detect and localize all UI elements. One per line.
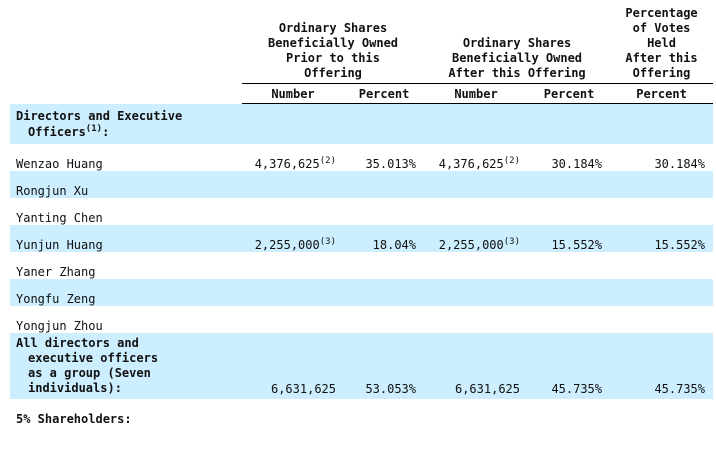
footnote-ref: (2) xyxy=(503,155,521,166)
row-percent-votes: 30.184% xyxy=(654,156,706,171)
header-prior-offering: Ordinary Shares Beneficially Owned Prior… xyxy=(242,0,425,84)
row-name: Yunjun Huang xyxy=(16,237,103,252)
subheader-percent-prior: Percent xyxy=(344,83,425,104)
table-row: Yongjun Zhou xyxy=(10,306,713,333)
footnote-1: (1) xyxy=(85,123,103,134)
row-number-after: 4,376,625(2) xyxy=(424,144,528,171)
header-prior-line-4: Offering xyxy=(304,66,362,80)
table-row: Rongjun Xu xyxy=(10,170,714,198)
header-prior-line-1: Ordinary Shares xyxy=(278,21,388,35)
footnote-ref: (3) xyxy=(503,236,521,247)
subheader-number-after: Number xyxy=(424,83,529,104)
group-total-row: All directors and executive officers as … xyxy=(10,332,714,399)
row-name: Rongjun Xu xyxy=(16,183,89,198)
table-row: Yunjun Huang 2,255,000(3) 18.04% 2,255,0… xyxy=(10,224,714,252)
header-votes-line-4: After this xyxy=(625,51,698,65)
row-number-after-value: 4,376,625 xyxy=(438,156,504,171)
section-shareholders-row: 5% Shareholders: xyxy=(10,399,713,426)
header-votes-line-2: of Votes xyxy=(632,21,691,35)
section-directors-label: Directors and Executive Officers(1): xyxy=(10,104,242,144)
header-after-line-2: Beneficially Owned xyxy=(451,51,583,65)
header-votes-line-3: Held xyxy=(647,36,676,50)
header-blank xyxy=(10,0,242,84)
group-number-after: 6,631,625 xyxy=(454,381,521,396)
section-directors-colon: : xyxy=(102,124,110,139)
row-name: Yongfu Zeng xyxy=(16,291,96,306)
row-name: Yaner Zhang xyxy=(16,264,96,279)
subheader-blank xyxy=(10,84,242,104)
group-total-label: All directors and executive officers as … xyxy=(10,333,242,399)
subheader-number-prior: Number xyxy=(242,83,344,104)
row-name: Yongjun Zhou xyxy=(16,318,103,333)
group-percent-votes: 45.735% xyxy=(654,381,706,396)
row-number-prior-value: 2,255,000 xyxy=(254,237,320,252)
group-line-1: All directors and xyxy=(16,335,139,350)
table-row: Wenzao Huang 4,376,625(2) 35.013% 4,376,… xyxy=(10,144,713,171)
group-line-4: individuals): xyxy=(28,380,122,395)
row-percent-after: 30.184% xyxy=(551,156,603,171)
table-row: Yanting Chen xyxy=(10,198,713,225)
section-directors-line-2: Officers(1): xyxy=(16,124,240,140)
group-line-3: as a group (Seven xyxy=(28,365,151,380)
section-directors-row: Directors and Executive Officers(1): xyxy=(10,103,714,144)
group-line-2: executive officers xyxy=(28,350,159,365)
row-name: Wenzao Huang xyxy=(16,156,103,171)
section-directors-officers: Officers xyxy=(28,124,86,139)
footnote-ref: (3) xyxy=(319,236,336,247)
header-prior-line-2: Beneficially Owned xyxy=(267,36,399,50)
header-votes: Percentage of Votes Held After this Offe… xyxy=(610,0,714,84)
row-percent-prior: 35.013% xyxy=(365,156,417,171)
header-votes-line-1: Percentage xyxy=(625,6,698,20)
row-percent-after: 15.552% xyxy=(551,237,603,252)
header-after-line-1: Ordinary Shares xyxy=(462,36,572,50)
section-directors-line-1: Directors and Executive xyxy=(16,108,183,123)
footnote-ref: (2) xyxy=(319,155,336,166)
beneficial-ownership-table: Ordinary Shares Beneficially Owned Prior… xyxy=(10,0,714,426)
row-percent-votes: 15.552% xyxy=(654,237,706,252)
row-percent-prior: 18.04% xyxy=(372,237,417,252)
subheader-percent-votes: Percent xyxy=(610,83,714,104)
table-row: Yaner Zhang xyxy=(10,252,713,279)
group-percent-prior: 53.053% xyxy=(365,381,417,396)
group-number-prior: 6,631,625 xyxy=(270,381,336,396)
header-after-line-3: After this Offering xyxy=(448,66,586,80)
group-percent-after: 45.735% xyxy=(551,381,603,396)
row-number-after: 2,255,000(3) xyxy=(424,225,528,252)
table-row: Yongfu Zeng xyxy=(10,278,714,306)
header-votes-line-5: Offering xyxy=(632,66,691,80)
section-shareholders-label: 5% Shareholders: xyxy=(16,411,132,426)
row-name: Yanting Chen xyxy=(16,210,103,225)
row-number-prior-value: 4,376,625 xyxy=(254,156,320,171)
header-prior-line-3: Prior to this xyxy=(286,51,380,65)
header-row: Ordinary Shares Beneficially Owned Prior… xyxy=(10,0,714,84)
row-number-prior: 2,255,000(3) xyxy=(242,225,344,252)
subheader-row: Number Percent Number Percent Percent xyxy=(10,83,714,104)
header-after-offering: Ordinary Shares Beneficially Owned After… xyxy=(424,0,611,84)
row-number-prior: 4,376,625(2) xyxy=(242,144,344,171)
row-number-after-value: 2,255,000 xyxy=(438,237,504,252)
subheader-percent-after: Percent xyxy=(528,83,611,104)
